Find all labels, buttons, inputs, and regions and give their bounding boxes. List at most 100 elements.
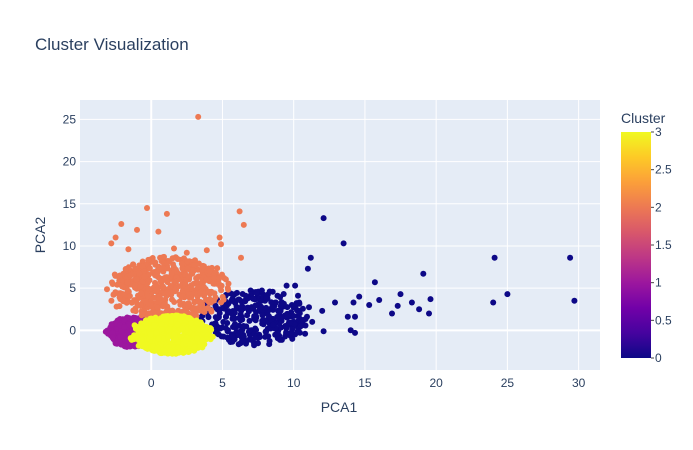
data-point [195,284,202,290]
x-tick-label: 0 [148,376,155,390]
colorbar-title: Cluster [621,110,666,126]
data-point [118,282,125,289]
data-point [246,317,253,324]
data-point [287,319,294,326]
data-point [225,280,232,287]
data-point [416,306,423,313]
data-point [194,335,201,342]
data-point [126,322,133,329]
data-point [187,341,193,347]
data-point [258,287,265,294]
data-point [142,341,148,348]
data-point [164,265,171,272]
data-point [201,327,208,334]
data-point [236,315,243,322]
data-point [158,321,165,328]
colorbar-gradient [621,132,651,358]
data-point [160,335,167,342]
data-point [184,265,191,272]
data-point [108,321,115,328]
data-point [199,337,206,344]
data-point [204,305,211,311]
chart-title: Cluster Visualization [35,35,189,54]
data-point [376,297,383,303]
data-point [163,276,170,283]
data-point [109,334,116,341]
data-point [216,234,223,241]
y-tick-label: 10 [63,239,77,253]
data-point [145,285,152,292]
data-point [319,307,326,314]
data-point [205,288,212,295]
x-tick-label: 5 [219,376,226,390]
data-point [195,113,202,120]
data-point [164,313,171,320]
data-point [283,325,290,332]
data-point [132,323,139,330]
data-point [176,298,183,305]
tick-labels: 0 5 10 15 20 25 30 0 5 10 15 20 25 [63,112,586,390]
data-point [168,270,175,277]
data-point [151,322,158,329]
data-point [182,337,189,344]
data-point [269,304,276,311]
colorbar-tick-label: 1.5 [655,238,672,252]
y-tick-label: 25 [63,112,77,126]
data-point [183,249,190,256]
data-point [426,310,432,317]
data-point [164,289,171,296]
data-point [277,307,284,314]
data-point [266,313,272,320]
x-tick-label: 25 [501,376,515,390]
data-point [138,325,145,332]
y-tick-label: 15 [63,197,77,211]
data-point [160,283,166,290]
data-point [142,298,149,305]
data-point [173,349,180,355]
data-point [112,234,119,241]
data-point [227,309,234,316]
data-point [122,266,129,272]
data-point [110,291,117,298]
data-point [165,333,172,340]
data-point [210,297,217,304]
data-point [215,275,222,282]
data-point [200,284,207,290]
data-point [172,288,178,295]
data-point [238,254,244,261]
data-point [145,293,152,300]
data-point [133,315,140,322]
data-point [159,264,166,271]
data-point [491,254,498,261]
data-point [231,291,238,298]
data-point [240,338,246,345]
data-point [155,298,162,305]
data-point [225,300,232,307]
data-point [236,208,243,215]
data-point [282,333,289,340]
data-point [179,325,186,332]
data-point [320,215,327,222]
data-point [296,299,303,306]
data-point [220,333,227,340]
data-point [142,319,149,326]
data-point [127,272,134,279]
data-point [188,320,195,327]
data-point [219,293,226,300]
data-point [116,292,123,299]
data-point [141,273,148,280]
data-point [292,282,299,289]
data-point [504,291,511,298]
data-point [277,336,283,343]
data-point [246,327,253,334]
data-point [263,295,269,301]
data-point [263,328,270,335]
points-layer [102,113,578,357]
data-point [280,300,287,307]
data-point [352,313,358,320]
data-point [197,289,203,296]
data-point [304,265,311,272]
data-point [296,310,303,317]
